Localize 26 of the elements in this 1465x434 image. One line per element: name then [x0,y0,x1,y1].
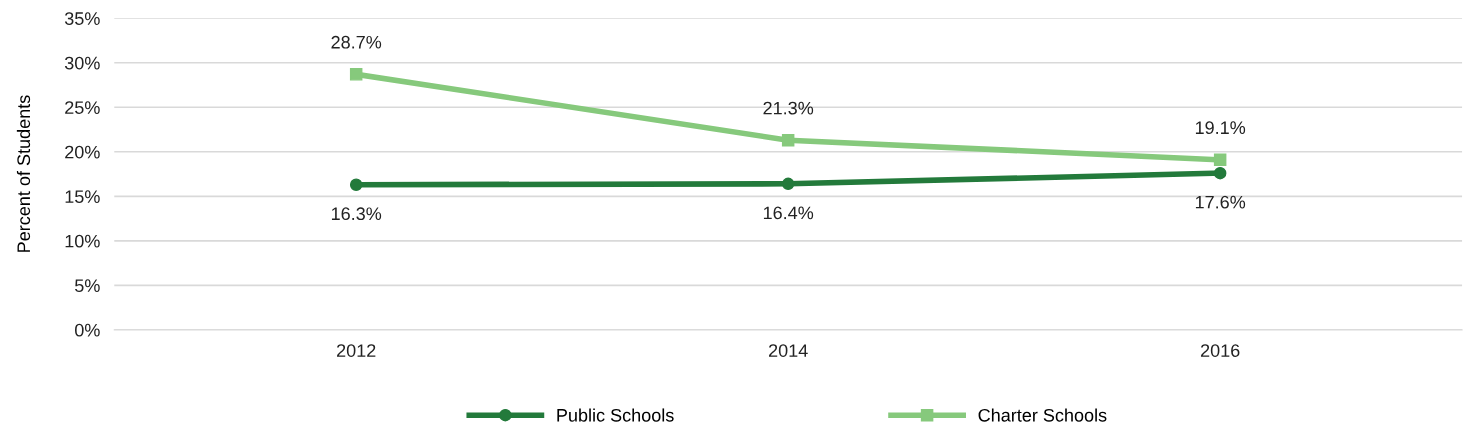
data-label: 16.4% [763,206,814,220]
point [1213,153,1227,167]
data-label: 19.1% [1195,121,1246,135]
y-tick-label: 25% [65,101,100,114]
y-tick-label: 30% [64,56,100,70]
point [349,68,363,81]
legend-label: Charter Schools [978,408,1107,422]
y-tick-label: 0% [74,323,100,337]
point [1213,166,1227,180]
data-label: 28.7% [331,35,382,49]
x-tick-label: 2014 [769,344,808,357]
legend-label: Public Schools [557,408,674,422]
x-tick-label: 2016 [1200,344,1240,357]
x-tick-label: 2012 [337,344,376,357]
y-tick-label: 10% [65,234,100,248]
y-axis-title: Percent of Students [16,95,31,252]
point [781,133,795,147]
data-label: 17.6% [1195,195,1246,209]
point [781,177,795,191]
point [349,178,363,191]
y-tick-label: 20% [65,145,100,159]
y-tick-label: 15% [65,190,100,204]
y-tick-label: 35% [64,12,100,25]
data-label: 21.3% [763,101,814,115]
data-label: 16.3% [331,207,382,221]
y-tick-label: 5% [75,279,100,293]
